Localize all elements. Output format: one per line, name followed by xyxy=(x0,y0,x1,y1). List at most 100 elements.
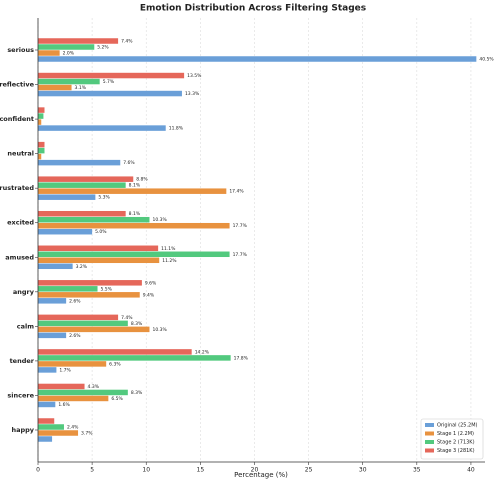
data-label: 2.4% xyxy=(67,425,79,431)
bar xyxy=(38,314,119,321)
data-label: 7.6% xyxy=(123,160,135,166)
data-label: 2.0% xyxy=(63,51,75,57)
legend-box xyxy=(420,418,484,460)
bar xyxy=(38,125,166,131)
data-label: 1.6% xyxy=(58,402,70,408)
bar xyxy=(38,436,53,442)
bar xyxy=(38,222,230,229)
bar xyxy=(38,113,44,119)
y-tick-label: reflective xyxy=(0,81,35,89)
data-label: 14.2% xyxy=(195,349,210,355)
bar xyxy=(38,119,42,125)
data-label: 8.3% xyxy=(131,321,143,327)
y-tick-label: sincere xyxy=(7,391,34,399)
y-tick-label: neutral xyxy=(7,150,34,158)
data-label: 1.7% xyxy=(59,367,71,373)
bar xyxy=(38,153,42,160)
bar xyxy=(38,141,45,148)
data-label: 7.4% xyxy=(121,315,133,321)
bar xyxy=(38,107,45,113)
bar xyxy=(38,361,107,367)
x-tick-label: 15 xyxy=(197,467,205,474)
data-label: 7.4% xyxy=(121,39,133,45)
data-label: 8.8% xyxy=(136,177,148,183)
chart-title: Emotion Distribution Across Filtering St… xyxy=(140,4,366,14)
bar xyxy=(38,320,128,327)
legend-swatch xyxy=(425,423,434,427)
bar xyxy=(38,176,134,182)
bar xyxy=(38,188,227,194)
legend-label: Original (25.2M) xyxy=(437,423,478,429)
x-tick-label: 35 xyxy=(413,467,421,474)
bar xyxy=(38,263,73,270)
bar xyxy=(38,257,160,264)
data-label: 5.2% xyxy=(97,45,109,51)
data-label: 17.7% xyxy=(233,223,248,229)
data-label: 8.3% xyxy=(131,390,143,396)
x-tick-label: 40 xyxy=(467,467,475,474)
bar xyxy=(38,292,140,298)
data-label: 17.4% xyxy=(229,189,244,195)
data-label: 11.1% xyxy=(161,246,176,252)
x-axis-label: Percentage (%) xyxy=(234,471,288,479)
x-tick-label: 30 xyxy=(359,467,367,474)
data-label: 10.3% xyxy=(152,327,167,333)
data-label: 5.7% xyxy=(103,79,115,85)
bar xyxy=(38,280,142,286)
bar xyxy=(38,182,126,188)
x-tick-label: 5 xyxy=(90,467,94,474)
data-label: 10.3% xyxy=(152,217,167,223)
bar xyxy=(38,401,56,408)
bar xyxy=(38,430,79,436)
bar xyxy=(38,389,128,396)
bar xyxy=(38,159,121,166)
data-label: 2.6% xyxy=(69,333,81,339)
data-label: 4.3% xyxy=(88,384,100,390)
data-label: 13.5% xyxy=(187,73,202,79)
bar xyxy=(38,424,64,430)
y-tick-label: calm xyxy=(17,322,34,330)
legend-swatch xyxy=(425,440,434,444)
x-tick-label: 25 xyxy=(305,467,313,474)
bar xyxy=(38,326,150,333)
bar xyxy=(38,56,477,62)
data-label: 11.2% xyxy=(162,258,177,264)
data-label: 8.1% xyxy=(129,211,141,217)
legend-label: Stage 2 (713K) xyxy=(437,440,475,446)
bar xyxy=(38,38,119,44)
bar xyxy=(38,78,100,85)
bar xyxy=(38,349,192,355)
y-tick-label: happy xyxy=(11,426,34,434)
legend-label: Stage 3 (281K) xyxy=(437,448,475,454)
data-label: 5.3% xyxy=(98,195,110,201)
data-label: 5.0% xyxy=(95,229,107,235)
y-tick-label: frustrated xyxy=(0,184,34,192)
bar xyxy=(38,147,45,154)
x-tick-label: 0 xyxy=(36,467,40,474)
bar xyxy=(38,216,150,223)
data-label: 17.7% xyxy=(233,252,248,258)
data-label: 3.1% xyxy=(75,85,87,91)
data-label: 11.8% xyxy=(169,126,184,132)
bar xyxy=(38,355,231,361)
data-label: 13.3% xyxy=(185,91,200,97)
y-tick-label: confident xyxy=(0,115,34,123)
legend-swatch xyxy=(425,431,434,436)
bar xyxy=(38,245,159,252)
legend-label: Stage 1 (2.2M) xyxy=(437,431,474,437)
bar xyxy=(38,50,60,56)
bar xyxy=(38,84,72,91)
data-label: 3.2% xyxy=(76,264,88,270)
y-tick-label: serious xyxy=(7,46,34,54)
data-label: 8.1% xyxy=(129,183,141,189)
bar xyxy=(38,286,98,292)
bar xyxy=(38,194,96,200)
bar xyxy=(38,90,182,97)
data-label: 2.6% xyxy=(69,298,81,304)
bar xyxy=(38,251,230,258)
data-label: 6.5% xyxy=(111,396,123,402)
bar xyxy=(38,395,109,402)
x-tick-label: 20 xyxy=(251,467,259,474)
data-label: 3.7% xyxy=(81,431,93,437)
